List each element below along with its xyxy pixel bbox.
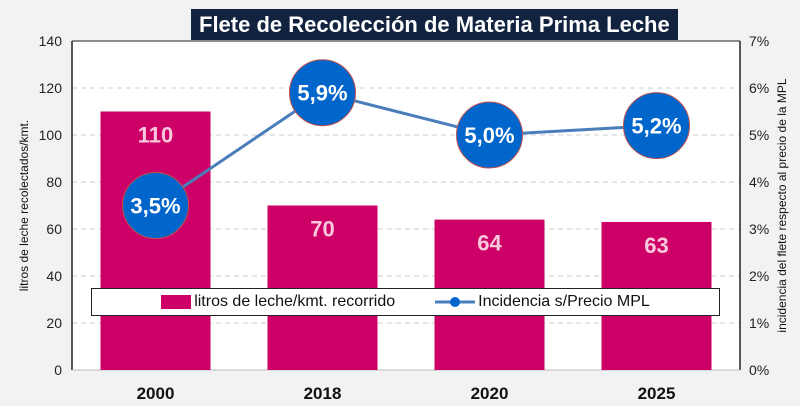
- y-right-tick-label: 7%: [749, 33, 769, 49]
- x-tick-label: 2018: [304, 384, 342, 403]
- y-right-tick-label: 1%: [749, 315, 769, 331]
- y-tick-label: 140: [39, 33, 63, 49]
- line-marker: [456, 101, 523, 169]
- legend-item-line: Incidencia s/Precio MPL: [435, 293, 650, 311]
- line-marker: [122, 172, 189, 239]
- y-right-tick-label: 3%: [749, 221, 769, 237]
- legend-swatch-bar: [161, 295, 192, 309]
- y-axis-right-label: incidencia del flete respecto al precio …: [775, 78, 789, 332]
- y-axis-label: litros de leche recolectados/kmt.: [17, 120, 31, 291]
- y-tick-label: 60: [46, 221, 62, 237]
- legend: litros de leche/kmt. recorrido Incidenci…: [91, 288, 720, 316]
- y-tick-label: 0: [54, 362, 62, 378]
- y-tick-label: 40: [46, 268, 62, 284]
- line-data-label: 3,5%: [130, 194, 180, 219]
- bar: [100, 111, 211, 370]
- y-tick-label: 20: [46, 315, 62, 331]
- legend-label-bars: litros de leche/kmt. recorrido: [194, 293, 396, 310]
- bar-data-label: 110: [138, 123, 174, 148]
- legend-swatch-line: [435, 297, 476, 307]
- x-tick-label: 2000: [137, 384, 175, 403]
- series-line: [154, 91, 657, 207]
- legend-item-bars: litros de leche/kmt. recorrido: [161, 293, 395, 311]
- y-right-tick-label: 6%: [749, 80, 769, 96]
- line-marker: [623, 92, 690, 160]
- y-tick-label: 100: [39, 127, 63, 143]
- line-data-label: 5,2%: [631, 114, 681, 139]
- y-tick-label: 120: [39, 80, 63, 96]
- bar-data-label: 63: [644, 233, 668, 258]
- bar-data-label: 64: [477, 231, 502, 256]
- bar-data-label: 70: [310, 217, 334, 242]
- y-right-tick-label: 2%: [749, 268, 769, 284]
- y-right-tick-label: 5%: [749, 127, 769, 143]
- bar: [267, 205, 378, 370]
- legend-label-line: Incidencia s/Precio MPL: [478, 293, 650, 310]
- y-tick-label: 80: [46, 174, 62, 190]
- line-data-label: 5,0%: [464, 123, 514, 148]
- line-marker: [289, 59, 356, 127]
- chart-title: Flete de Recolección de Materia Prima Le…: [191, 9, 678, 40]
- y-right-tick-label: 0%: [749, 362, 769, 378]
- line-data-label: 5,9%: [297, 81, 347, 106]
- y-right-tick-label: 4%: [749, 174, 769, 190]
- x-tick-label: 2020: [471, 384, 509, 403]
- x-tick-label: 2025: [638, 384, 676, 403]
